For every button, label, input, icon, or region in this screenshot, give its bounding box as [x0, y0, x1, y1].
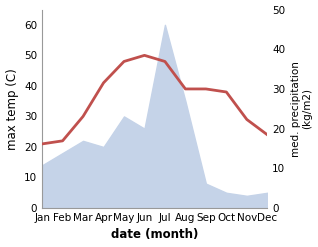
Y-axis label: max temp (C): max temp (C): [5, 68, 18, 150]
Y-axis label: med. precipitation
(kg/m2): med. precipitation (kg/m2): [291, 61, 313, 157]
X-axis label: date (month): date (month): [111, 228, 198, 242]
